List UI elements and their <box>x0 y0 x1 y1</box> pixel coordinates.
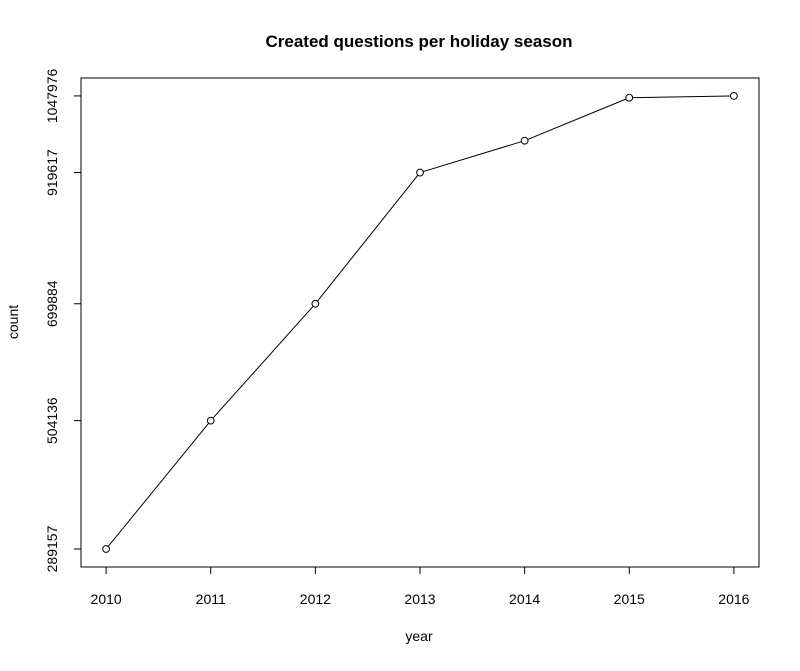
x-tick-label: 2012 <box>300 591 331 607</box>
x-tick-label: 2016 <box>718 591 749 607</box>
x-tick-label: 2011 <box>196 591 226 607</box>
series-segment <box>212 305 314 419</box>
series-layer <box>102 92 738 553</box>
x-tick-label: 2014 <box>509 591 540 607</box>
data-point <box>625 93 634 102</box>
x-tick-label: 2013 <box>404 591 435 607</box>
data-point <box>311 299 320 308</box>
x-tick-label: 2015 <box>614 591 645 607</box>
y-tick-label: 289157 <box>44 525 60 572</box>
y-tick-label: 1047976 <box>44 68 60 123</box>
data-point <box>102 545 111 553</box>
series-segment <box>527 98 627 140</box>
data-point <box>206 416 215 425</box>
data-point <box>416 168 424 177</box>
series-segment <box>423 141 522 173</box>
y-tick-label: 699884 <box>44 280 60 327</box>
data-point <box>520 136 529 145</box>
y-axis-label: count <box>5 305 21 339</box>
y-tick-label: 504136 <box>44 397 60 444</box>
series-segment <box>107 422 209 547</box>
series-segment <box>317 174 419 302</box>
data-point <box>729 92 738 100</box>
x-tick-label: 2010 <box>91 591 122 607</box>
y-axis: 289157 504136 699884 919617 1047976 <box>44 68 82 572</box>
chart-title: Created questions per holiday season <box>265 32 572 51</box>
y-tick-label: 919617 <box>44 149 60 196</box>
series-segment <box>632 95 731 99</box>
x-axis: 2010 2011 2012 2013 2014 2015 2016 <box>91 566 750 607</box>
plot-frame <box>80 77 760 568</box>
x-axis-label: year <box>405 628 433 644</box>
